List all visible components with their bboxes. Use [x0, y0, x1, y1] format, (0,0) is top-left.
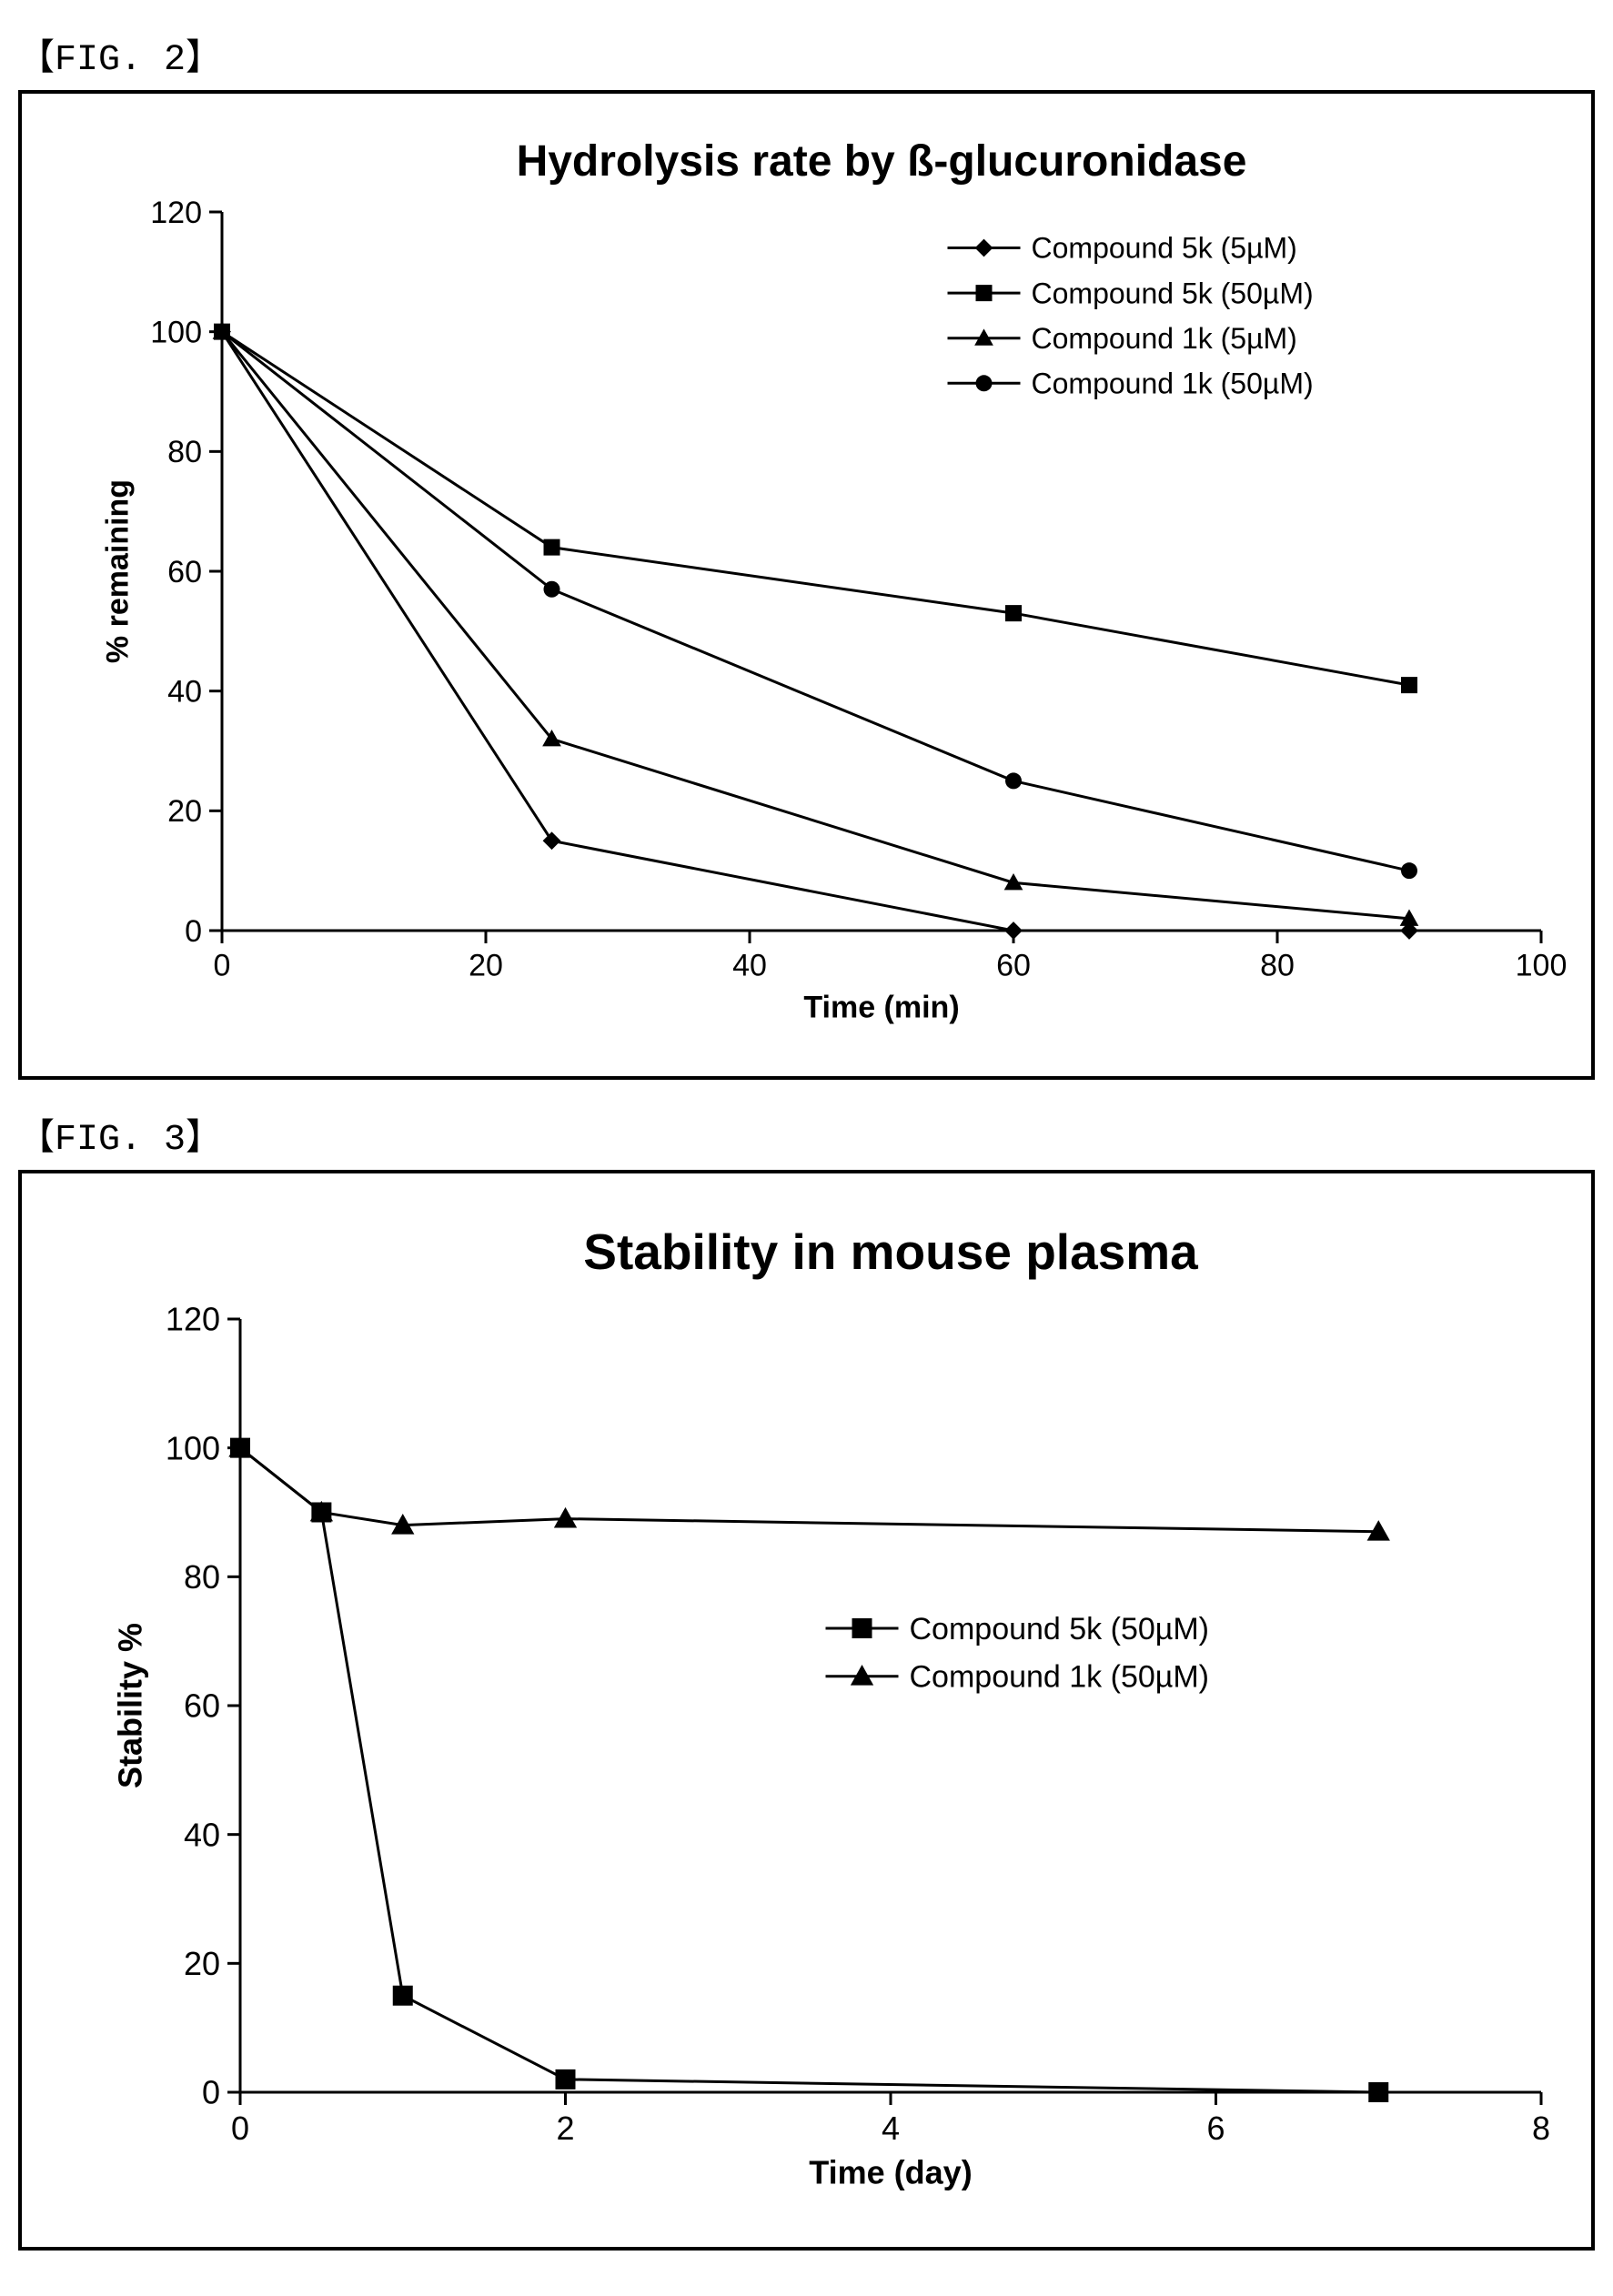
- y-tick-label: 100: [166, 1429, 220, 1466]
- y-tick-label: 0: [185, 914, 202, 949]
- fig3-chart: Stability in mouse plasma020406080100120…: [31, 1183, 1578, 2238]
- y-tick-label: 120: [166, 1301, 220, 1338]
- y-tick-label: 120: [150, 196, 202, 230]
- y-tick-label: 0: [202, 2074, 220, 2111]
- fig2-label: 【FIG. 2】: [18, 27, 1595, 81]
- data-marker: [1004, 921, 1023, 940]
- y-tick-label: 80: [167, 435, 202, 469]
- y-tick-label: 100: [150, 316, 202, 350]
- y-axis-label: % remaining: [100, 479, 135, 663]
- page: 【FIG. 2】 Hydrolysis rate by ß-glucuronid…: [18, 27, 1595, 2251]
- legend-label: Compound 1k (5µM): [1032, 322, 1297, 355]
- data-marker: [1005, 772, 1022, 789]
- x-tick-label: 20: [469, 949, 503, 983]
- data-marker: [214, 324, 230, 340]
- x-tick-label: 0: [231, 2110, 249, 2147]
- legend-marker: [976, 285, 993, 301]
- x-tick-label: 40: [732, 949, 767, 983]
- legend-label: Compound 1k (50µM): [910, 1660, 1210, 1695]
- data-marker: [544, 581, 560, 598]
- fig2-chart-box: Hydrolysis rate by ß-glucuronidase 0 20 40 6…: [18, 90, 1595, 1080]
- y-tick-label: 60: [184, 1687, 220, 1725]
- data-marker: [1368, 2082, 1388, 2102]
- x-tick-label: 100: [1516, 949, 1568, 983]
- x-tick-label: 0: [214, 949, 231, 983]
- data-marker: [1401, 862, 1417, 879]
- legend-marker: [975, 239, 993, 257]
- series-line: [222, 332, 1409, 871]
- series-line: [240, 1448, 1378, 1532]
- x-tick-label: 8: [1532, 2110, 1550, 2147]
- y-tick-label: 20: [184, 1945, 220, 1982]
- x-tick-label: 60: [996, 949, 1031, 983]
- y-tick-label: 40: [184, 1816, 220, 1853]
- fig3-label: 【FIG. 3】: [18, 1107, 1595, 1161]
- data-marker: [1401, 677, 1417, 693]
- legend-label: Compound 5k (5µM): [1032, 232, 1297, 265]
- data-marker: [544, 539, 560, 556]
- legend-marker: [852, 1618, 872, 1638]
- chart-title: Hydrolysis rate by ß-glucuronidase: [517, 137, 1247, 186]
- y-axis-label: Stability %: [112, 1623, 149, 1788]
- legend-marker: [976, 375, 993, 391]
- y-tick-label: 60: [167, 555, 202, 589]
- x-axis-label: Time (min): [803, 991, 959, 1025]
- legend-label: Compound 5k (50µM): [910, 1612, 1210, 1646]
- y-tick-label: 20: [167, 794, 202, 829]
- chart-title: Stability in mouse plasma: [583, 1224, 1198, 1280]
- legend-label: Compound 5k (50µM): [1032, 277, 1314, 309]
- x-tick-label: 80: [1260, 949, 1295, 983]
- legend-label: Compound 1k (50µM): [1032, 368, 1314, 400]
- data-marker: [1005, 605, 1022, 621]
- fig3-chart-box: Stability in mouse plasma020406080100120…: [18, 1170, 1595, 2251]
- data-marker: [393, 1986, 413, 2006]
- y-tick-label: 40: [167, 675, 202, 710]
- data-marker: [543, 831, 561, 850]
- series-line: [222, 332, 1409, 931]
- x-tick-label: 2: [556, 2110, 574, 2147]
- x-tick-label: 4: [882, 2110, 900, 2147]
- data-marker: [556, 2069, 576, 2090]
- data-marker: [554, 1507, 577, 1528]
- x-tick-label: 6: [1206, 2110, 1225, 2147]
- fig2-chart: Hydrolysis rate by ß-glucuronidase 0 20 40 6…: [31, 103, 1578, 1067]
- y-tick-label: 80: [184, 1558, 220, 1596]
- x-axis-label: Time (day): [809, 2153, 972, 2190]
